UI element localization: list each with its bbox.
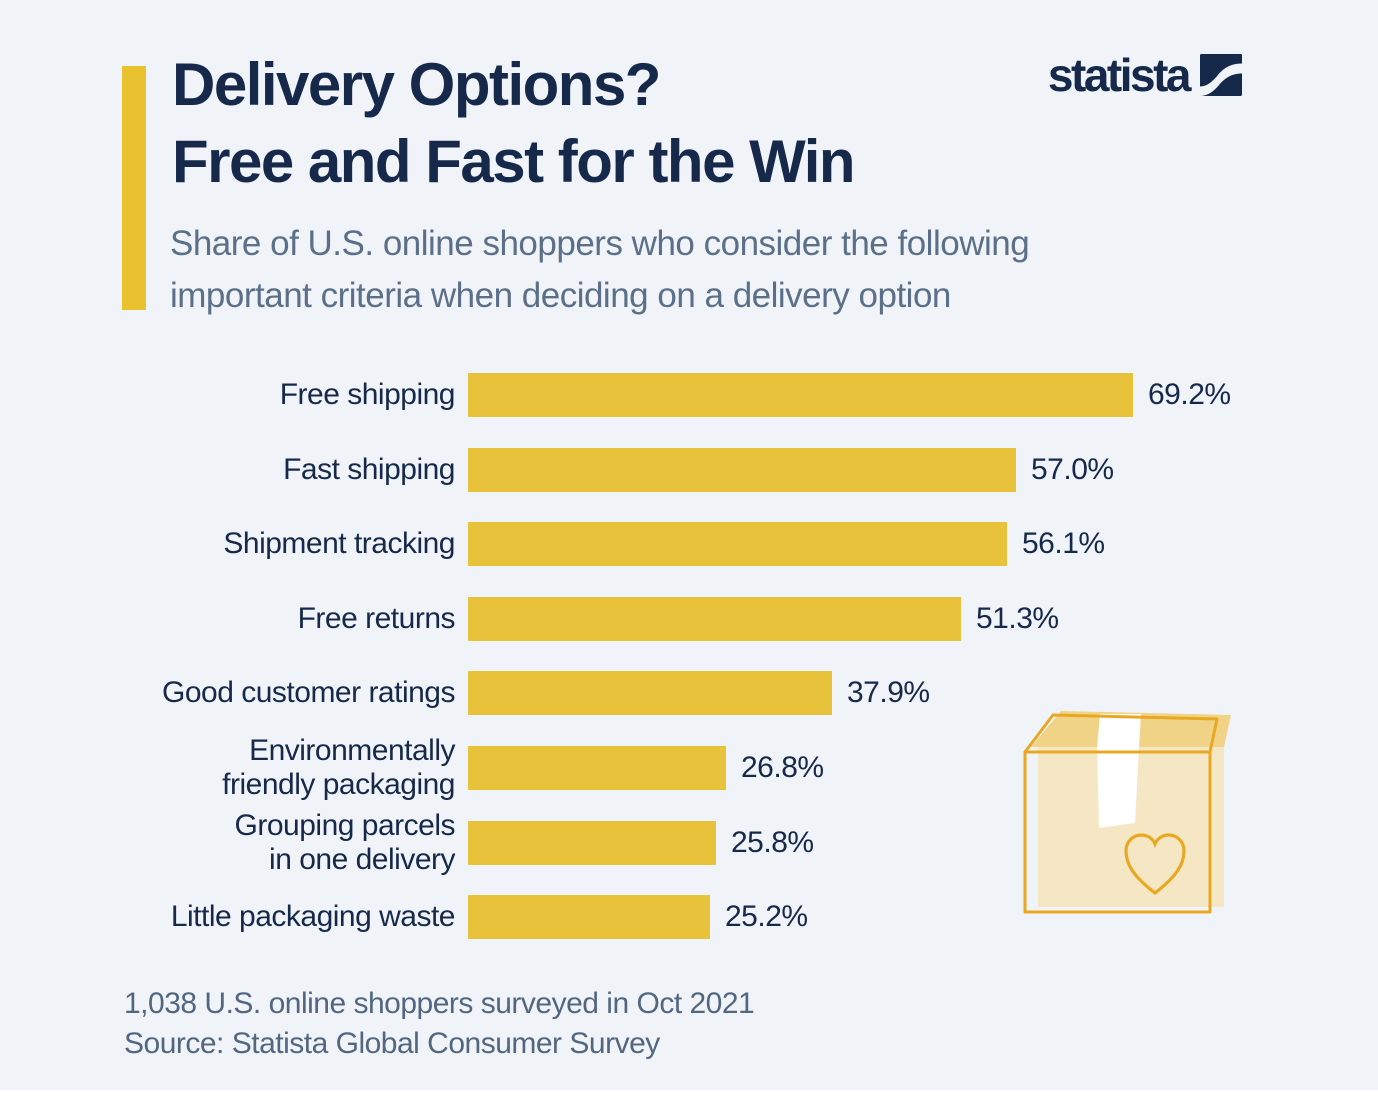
bar-chart: Free shipping 69.2% Fast shipping 57.0% … (0, 373, 1378, 970)
bar-category-label: Free shipping (279, 378, 456, 411)
bar (468, 671, 832, 716)
bar-value-label: 56.1% (1022, 527, 1105, 561)
footer: 1,038 U.S. online shoppers surveyed in O… (124, 984, 755, 1064)
bar-value-label: 51.3% (976, 601, 1059, 635)
bar-category-label: Shipment tracking (223, 527, 455, 561)
bar (468, 522, 1007, 567)
page-title: Delivery Options? Free and Fast for the … (172, 51, 856, 195)
bar (468, 745, 726, 790)
bar (468, 895, 710, 940)
statista-logo-icon (1200, 54, 1242, 96)
bar-value-label: 26.8% (741, 750, 824, 784)
bar-value-label: 25.2% (725, 900, 808, 934)
chart-row: Good customer ratings 37.9% (0, 671, 1378, 716)
bar (468, 373, 1133, 417)
bar-value-label: 57.0% (1031, 452, 1114, 486)
bar (468, 447, 1016, 492)
chart-row: Grouping parcels in one delivery 25.8% (0, 809, 1378, 876)
bar-category-label: Little packaging waste (170, 900, 456, 934)
bar-value-label: 37.9% (847, 676, 930, 710)
bar-category-label: Environmentally friendly packaging (222, 733, 455, 801)
bar-category-label: Grouping parcels in one delivery (234, 808, 456, 876)
source-note: Source: Statista Global Consumer Survey (124, 1027, 660, 1060)
bar-value-label: 25.8% (731, 825, 814, 859)
chart-row: Free returns 51.3% (0, 596, 1378, 641)
chart-row: Little packaging waste 25.2% (0, 895, 1378, 940)
bar (468, 820, 716, 865)
statista-wordmark: statista (1047, 49, 1192, 101)
bar-category-label: Free returns (297, 601, 456, 635)
title-accent-bar (122, 66, 146, 310)
survey-note: 1,038 U.S. online shoppers surveyed in O… (124, 987, 755, 1020)
bar-value-label: 69.2% (1148, 378, 1231, 411)
bar-category-label: Good customer ratings (162, 676, 455, 710)
bottom-white-strip (0, 1090, 1378, 1114)
chart-subtitle: Share of U.S. online shoppers who consid… (170, 224, 1030, 315)
bar-category-label: Fast shipping (283, 452, 455, 486)
statista-brand: statista (1047, 49, 1242, 101)
cardboard-box-heart-icon (1023, 711, 1231, 914)
chart-row: Fast shipping 57.0% (0, 447, 1378, 492)
chart-row: Shipment tracking 56.1% (0, 522, 1378, 567)
chart-row: Environmentally friendly packaging 26.8% (0, 734, 1378, 801)
bar (468, 596, 961, 641)
chart-row: Free shipping 69.2% (0, 373, 1378, 417)
